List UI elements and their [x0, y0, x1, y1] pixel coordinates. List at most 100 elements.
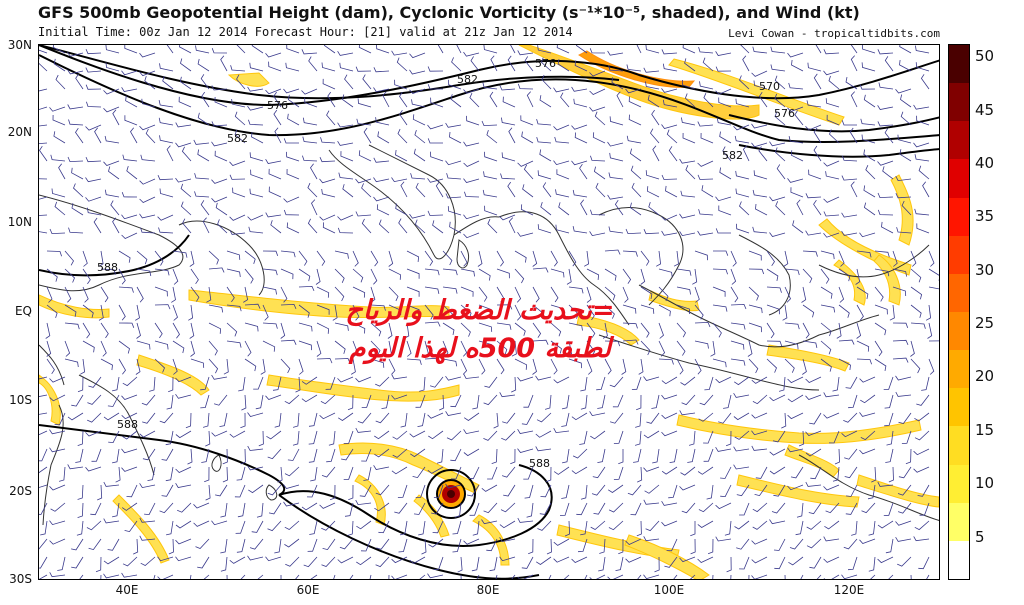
wind-barb [559, 502, 570, 516]
wind-barb [54, 201, 66, 216]
wind-barb [208, 267, 225, 273]
wind-barb [310, 574, 318, 579]
wind-barb [352, 340, 359, 357]
wind-barb [267, 448, 282, 460]
wind-barb [409, 88, 426, 94]
wind-barb [730, 303, 747, 310]
wind-barb [636, 520, 642, 537]
wind-barb [694, 358, 702, 375]
wind-barb [694, 340, 709, 349]
wind-barb [391, 574, 408, 579]
wind-barb [823, 574, 840, 579]
wind-barb [748, 574, 750, 579]
wind-barb [50, 502, 66, 512]
wind-barb [172, 358, 178, 375]
wind-barb [754, 484, 768, 497]
wind-barb [342, 184, 354, 198]
wind-barb [265, 394, 282, 400]
wind-barb [769, 196, 786, 202]
wind-barb [658, 322, 664, 339]
wind-barb [825, 171, 840, 180]
wind-barb [39, 88, 48, 92]
wind-barb [415, 394, 426, 408]
wind-barb [715, 446, 732, 452]
wind-barb [463, 160, 480, 167]
wind-barb [177, 502, 192, 513]
wind-barb [118, 250, 131, 263]
wind-barb [39, 49, 48, 54]
wind-barb [676, 340, 686, 356]
wind-barb [604, 304, 615, 319]
wind-barb [661, 394, 678, 400]
wind-barb [337, 412, 354, 421]
wind-barb [881, 221, 894, 234]
wind-barb [748, 322, 762, 333]
wind-barb [914, 430, 930, 441]
wind-barb [112, 502, 120, 518]
wind-barb [214, 150, 228, 162]
wind-barb [332, 304, 338, 321]
wind-barb [910, 340, 915, 357]
wind-barb [640, 286, 653, 299]
wind-barb [861, 134, 876, 144]
wind-barb [118, 286, 134, 293]
contour-label: 582 [457, 73, 478, 86]
wind-barb [810, 466, 822, 480]
wind-barb [442, 358, 458, 367]
wind-barb [108, 166, 120, 180]
wind-barb [378, 520, 390, 534]
wind-barb [571, 86, 588, 92]
colorbar-tick: 35 [975, 207, 995, 225]
wind-barb [211, 48, 228, 54]
wind-barb [378, 219, 390, 234]
wind-barb [604, 268, 617, 281]
wind-barb [370, 250, 379, 267]
wind-barb [536, 136, 552, 144]
wind-barb [304, 97, 318, 108]
wind-barb [463, 178, 480, 183]
wind-barb [337, 50, 354, 56]
wind-barb [897, 134, 912, 144]
wind-barb [800, 574, 804, 579]
wind-barb [142, 412, 156, 424]
wind-barb [813, 199, 822, 216]
wind-barb [175, 430, 192, 439]
wind-barb [339, 538, 354, 550]
wind-barb [859, 448, 876, 455]
wind-barb [139, 70, 156, 77]
wind-barb [922, 181, 930, 198]
wind-barb [928, 340, 939, 342]
wind-barb [914, 412, 930, 422]
wind-barb [255, 394, 264, 410]
wind-barb [424, 357, 441, 363]
wind-barb [49, 376, 66, 383]
wind-barb [752, 226, 768, 234]
wind-barb [445, 483, 462, 489]
wind-barb [787, 52, 804, 58]
wind-barb [77, 376, 84, 393]
wind-barb [46, 304, 58, 319]
wind-barb [546, 538, 552, 555]
wind-barb [175, 556, 192, 562]
wind-barb [823, 160, 840, 167]
wind-barb [571, 466, 588, 475]
wind-barb [301, 376, 318, 385]
wind-barb [820, 286, 833, 299]
wind-barb [153, 574, 156, 579]
wind-barb [376, 538, 390, 550]
wind-barb [590, 430, 606, 440]
wind-barb [268, 502, 282, 515]
wind-barb [766, 340, 783, 347]
wind-barb [608, 502, 624, 513]
wind-barb [861, 45, 876, 54]
wind-barb [625, 538, 642, 545]
wind-barb [537, 45, 552, 54]
wind-barb [412, 114, 426, 126]
wind-barb [82, 268, 91, 285]
wind-barb [39, 502, 48, 515]
wind-barb [636, 394, 642, 411]
wind-barb [730, 286, 739, 303]
wind-barb [100, 340, 107, 357]
wind-barb [739, 556, 750, 570]
wind-barb [247, 105, 264, 111]
